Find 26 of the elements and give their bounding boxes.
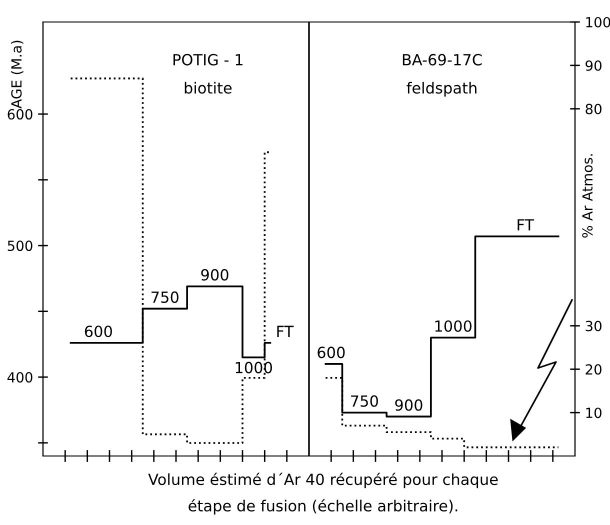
annotation: POTIG - 1 <box>173 54 242 66</box>
annotation: FT <box>277 326 294 337</box>
annotation: 600 <box>318 346 345 358</box>
annotation: feldspath <box>406 82 476 97</box>
annotation: 750 <box>351 395 378 407</box>
annotation: BA-69-17C <box>402 54 482 66</box>
y2-tick-label: 20 <box>586 364 602 375</box>
y2-tick-label: 90 <box>586 60 602 71</box>
y2-tick-label: 80 <box>586 104 602 114</box>
annotation: biotite <box>184 82 232 94</box>
annotation: 750 <box>152 291 178 303</box>
annotation: 600 <box>84 326 112 338</box>
y-axis-title: AGE (M.a) <box>10 40 24 108</box>
y-tick-label: 600 <box>8 109 32 120</box>
annotation: 900 <box>201 269 228 281</box>
annotation: 900 <box>395 399 422 411</box>
annotation: FT <box>518 219 534 230</box>
y-tick-label: 400 <box>7 372 32 383</box>
annotation: 1000 <box>435 320 472 332</box>
y2-axis-title: % Ar Atmos. <box>582 154 593 238</box>
y-tick-label: 500 <box>8 240 32 252</box>
x-axis-title: Volume éstimé d´Ar 40 récupéré pour chaque étape de fusion (échelle arbitraire). <box>148 472 498 514</box>
y2-tick-label: 30 <box>586 320 602 332</box>
annotation: 1000 <box>236 362 272 374</box>
y2-tick-label: 10 <box>586 408 602 418</box>
y2-tick-label: 100 <box>586 16 610 28</box>
